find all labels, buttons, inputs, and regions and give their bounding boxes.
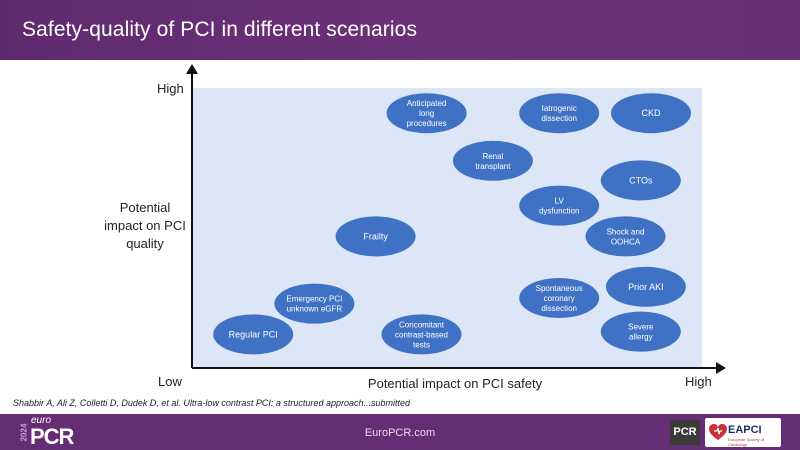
bubble-2 — [381, 314, 462, 355]
bubble-12 — [605, 266, 686, 307]
y-axis-label: Potential impact on PCI quality — [104, 200, 186, 251]
bubble-label-3: Frailty — [363, 231, 388, 241]
bubble-1 — [274, 283, 355, 324]
bubble-0 — [213, 314, 294, 355]
brand-pcr-logo: PCR — [30, 424, 74, 449]
bubble-label-13: Severe allergy — [628, 323, 654, 342]
slide-title: Safety-quality of PCI in different scena… — [22, 18, 418, 41]
bubble-label-12: Prior AKI — [628, 282, 664, 292]
bubble-label-7: LV dysfunction — [539, 197, 579, 216]
eapci-logo: EAPCI European Society of Cardiology — [705, 418, 781, 447]
bubble-8 — [519, 278, 600, 318]
eapci-sublabel: European Society of Cardiology — [728, 437, 765, 447]
y-axis-arrow-icon — [186, 64, 198, 74]
y-tick-high: High — [157, 81, 184, 96]
citation: Shabbir A, Ali Z, Colletti D, Dudek D, e… — [13, 398, 410, 408]
eapci-label: EAPCI — [728, 424, 762, 436]
header-bar: Safety-quality of PCI in different scena… — [0, 0, 800, 60]
bubble-label-2: Concomitant contrast-based tests — [395, 320, 448, 349]
bubble-chart: Regular PCI Emergency PCI unknown eGFR Conc… — [186, 64, 726, 374]
bubble-label-11: Shock and OOHCA — [607, 227, 645, 246]
footer-bar: EuroPCR.com — [0, 414, 800, 450]
bubble-4 — [386, 93, 467, 134]
bubble-3 — [335, 216, 416, 257]
bubble-label-8: Spontaneous coronary dissection — [536, 284, 583, 313]
bubble-5 — [452, 140, 533, 181]
brand-euro: euro — [31, 415, 52, 426]
bubble-7 — [519, 185, 600, 226]
x-axis-label: Potential impact on PCI safety — [367, 376, 543, 391]
x-tick-low: Low — [158, 374, 182, 389]
brand-year: 2024 — [19, 423, 29, 442]
bubble-6 — [519, 93, 600, 134]
bubble-label-5: Renal transplant — [475, 152, 511, 171]
bubble-9 — [611, 93, 691, 134]
bubble-label-1: Emergency PCI unknown eGFR — [286, 295, 342, 314]
bubble-13 — [600, 311, 681, 352]
bubble-label-10: CTOs — [629, 175, 653, 185]
bubble-label-9: CKD — [641, 108, 661, 118]
bubble-10 — [600, 160, 681, 201]
footer-link[interactable]: EuroPCR.com — [364, 427, 436, 439]
bubble-11 — [585, 216, 666, 257]
pcr-logo: PCR — [670, 420, 700, 445]
bubble-label-6: Iatrogenic dissection — [541, 104, 577, 123]
x-axis-arrow-icon — [716, 362, 726, 374]
bubble-label-0: Regular PCI — [229, 329, 278, 339]
bubble-label-4: Anticipated long procedures — [407, 99, 447, 128]
x-tick-high: High — [685, 374, 712, 389]
heart-icon — [709, 424, 727, 440]
